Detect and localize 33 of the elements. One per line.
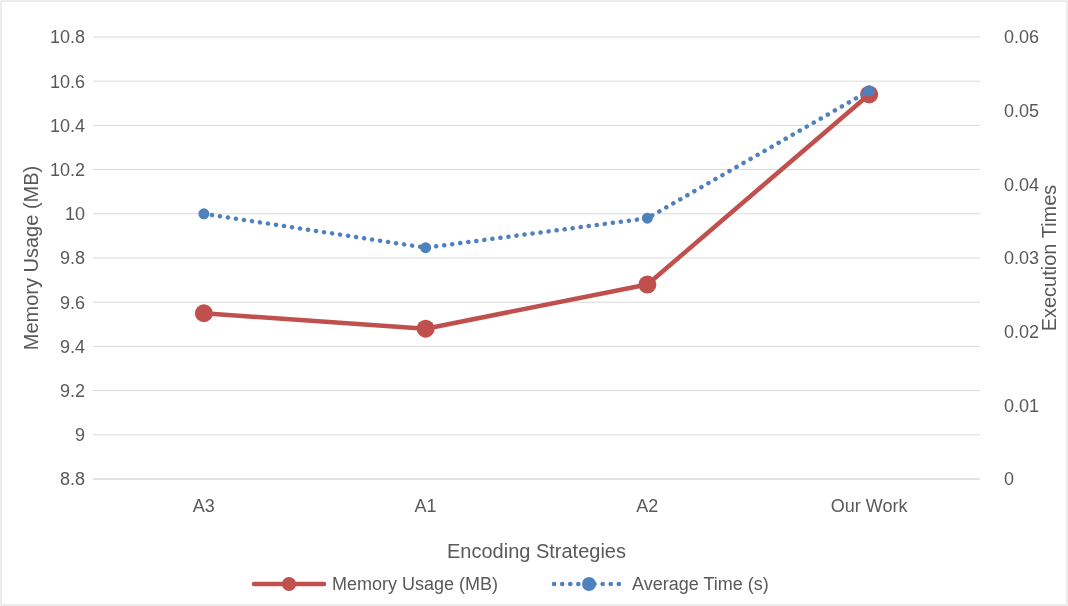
y2-tick-label: 0.02 [1004, 321, 1040, 342]
y-tick-label: 9.8 [59, 248, 85, 269]
point [194, 304, 213, 323]
y-tick-label: 9.2 [59, 380, 85, 401]
x-tick-label: A3 [192, 496, 215, 516]
y-tick-label: 10.6 [49, 71, 85, 92]
y-tick-label: 10.8 [49, 27, 85, 48]
y2-tick-label: 0.04 [1004, 174, 1040, 195]
y-tick-label: 10 [64, 204, 85, 225]
y2-tick-label: 0.03 [1004, 248, 1040, 269]
point [198, 208, 210, 220]
point [638, 275, 657, 294]
point [420, 242, 432, 254]
point [416, 319, 435, 338]
y-tick-label: 9.6 [59, 292, 85, 313]
x-tick-label: Our Work [830, 496, 909, 516]
y-tick-label: 9 [74, 425, 85, 446]
y2-axis-title: Execution Times [1038, 184, 1060, 332]
y2-tick-label: 0.05 [1004, 100, 1040, 121]
y2-tick-label: 0.01 [1004, 395, 1040, 416]
y-tick-label: 10.4 [49, 115, 85, 136]
y-axis-title: Memory Usage (MB) [20, 165, 42, 351]
point [641, 212, 653, 224]
legend-label: Memory Usage (MB) [332, 574, 499, 595]
y2-tick-label: 0 [1004, 469, 1015, 490]
legend-label: Average Time (s) [632, 574, 769, 595]
y2-tick-label: 0.06 [1004, 27, 1040, 48]
x-tick-label: A2 [636, 496, 659, 516]
x-tick-label: A1 [414, 496, 437, 516]
x-axis-title: Encoding Strategies [446, 540, 627, 562]
y-tick-label: 9.4 [59, 336, 85, 357]
y-tick-label: 8.8 [59, 469, 85, 490]
y-tick-label: 10.2 [49, 159, 85, 180]
